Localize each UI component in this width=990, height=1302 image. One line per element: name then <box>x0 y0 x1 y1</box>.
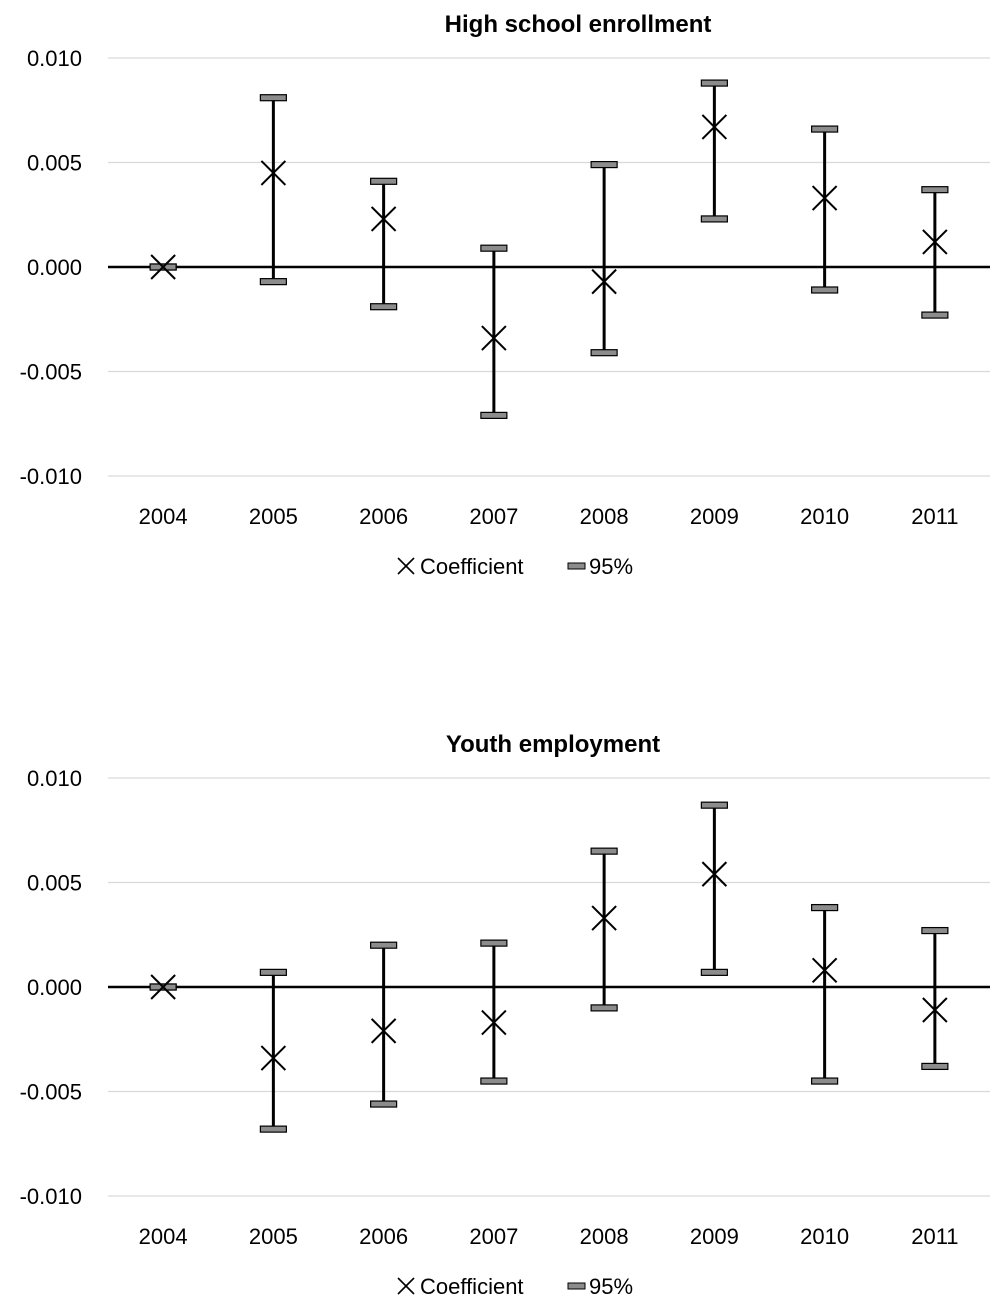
x-tick-label: 2004 <box>139 1224 188 1249</box>
x-tick-label: 2009 <box>690 1224 739 1249</box>
ci-upper-cap <box>811 903 839 912</box>
legend-x-marker-2 <box>397 1277 415 1295</box>
gridlines <box>108 57 990 477</box>
x-tick-label: 2011 <box>911 504 958 529</box>
ci-lower-cap <box>480 411 508 419</box>
ci-lower-cap <box>811 286 839 294</box>
legend-label-coefficient: Coefficient <box>420 1274 524 1299</box>
ci-lower-cap <box>370 303 398 311</box>
ci-upper-cap <box>921 186 949 194</box>
ci-upper-cap <box>480 244 508 252</box>
coefficient-marker <box>150 974 176 1000</box>
coefficient-marker <box>150 254 176 280</box>
legend: Coefficient 95% <box>397 554 633 579</box>
chart-marks <box>149 79 949 419</box>
y-tick-label: 0.010 <box>27 766 82 791</box>
ci-upper-cap <box>259 94 287 102</box>
ci-lower-cap <box>259 1125 287 1133</box>
ci-upper-cap <box>370 177 398 185</box>
ci-upper-cap <box>590 847 618 855</box>
x-tick-label: 2006 <box>359 1224 408 1249</box>
y-tick-label: -0.005 <box>20 360 82 385</box>
y-tick-label: -0.010 <box>20 464 82 489</box>
y-tick-label: 0.005 <box>27 151 82 176</box>
x-tick-label: 2005 <box>249 504 298 529</box>
legend-cap-marker <box>567 562 586 570</box>
y-tick-label: 0.000 <box>27 975 82 1000</box>
ci-upper-cap <box>480 939 508 947</box>
coefficient-marker <box>370 206 397 232</box>
x-tick-label: 2008 <box>580 504 629 529</box>
x-tick-label: 2008 <box>580 1224 629 1249</box>
x-tick-label: 2010 <box>800 504 849 529</box>
x-tick-label: 2010 <box>800 1224 849 1249</box>
coefficient-marker <box>260 1045 287 1071</box>
legend-label-coefficient: Coefficient <box>420 554 524 579</box>
x-tick-label: 2011 <box>911 1224 958 1249</box>
coefficient-marker <box>591 268 617 295</box>
legend-label-95: 95% <box>589 554 633 579</box>
legend-cap-marker <box>567 1282 586 1290</box>
x-axis-ticks: 2004 2005 2006 2007 2008 2009 2010 2011 <box>139 1224 959 1249</box>
coefficient-marker <box>481 1009 507 1036</box>
chart-title: High school enrollment <box>445 11 712 38</box>
y-tick-label: 0.000 <box>27 255 82 280</box>
y-tick-label: -0.010 <box>20 1184 82 1209</box>
coefficient-marker <box>260 160 287 186</box>
y-tick-label: -0.005 <box>20 1080 82 1105</box>
ci-upper-cap <box>811 125 839 133</box>
chart-youth-employment: Youth employment 0.010 0.005 0.000 -0.005 -0… <box>0 720 990 1302</box>
ci-lower-cap <box>590 349 618 357</box>
coefficient-marker <box>701 114 728 140</box>
x-tick-label: 2004 <box>139 504 188 529</box>
x-tick-label: 2007 <box>469 1224 518 1249</box>
ci-lower-cap <box>370 1100 398 1108</box>
chart-2-svg: Youth employment 0.010 0.005 0.000 -0.005 -0… <box>20 731 990 1299</box>
ci-lower-cap <box>259 278 287 286</box>
ci-lower-cap <box>590 1004 618 1012</box>
legend-label-95: 95% <box>589 1274 633 1299</box>
ci-lower-cap <box>700 968 728 976</box>
ci-lower-cap <box>480 1077 508 1085</box>
y-tick-label: 0.005 <box>27 871 82 896</box>
ci-lower-cap <box>700 215 728 223</box>
x-axis-ticks: 2004 2005 2006 2007 2008 2009 2010 2011 <box>139 504 959 529</box>
chart-1-svg: High school enrollment 0.010 0.005 0.000 -0… <box>20 11 990 579</box>
y-axis-ticks: 0.010 0.005 0.000 -0.005 -0.010 <box>20 46 82 489</box>
y-axis-ticks: 0.010 0.005 0.000 -0.005 -0.010 <box>20 766 82 1209</box>
ci-lower-cap <box>811 1077 839 1085</box>
chart-high-school-enrollment: High school enrollment 0.010 0.005 0.000 -0… <box>0 0 990 590</box>
legend: Coefficient 95% <box>397 1274 633 1299</box>
coefficient-marker <box>811 185 838 211</box>
coefficient-marker <box>481 325 507 351</box>
legend-coefficient: Coefficient <box>397 554 524 579</box>
legend-x-marker-2 <box>397 557 415 575</box>
ci-upper-cap <box>590 160 618 169</box>
ci-upper-cap <box>700 79 728 87</box>
x-tick-label: 2007 <box>469 504 518 529</box>
ci-lower-cap <box>921 1062 949 1071</box>
ci-lower-cap <box>921 311 949 319</box>
y-tick-label: 0.010 <box>27 46 82 71</box>
x-tick-label: 2006 <box>359 504 408 529</box>
coefficient-marker <box>701 861 728 887</box>
ci-upper-cap <box>370 941 398 949</box>
x-tick-label: 2009 <box>690 504 739 529</box>
legend-95: 95% <box>567 1274 633 1299</box>
coefficient-marker <box>922 229 948 255</box>
coefficient-marker <box>370 1018 397 1044</box>
x-tick-label: 2005 <box>249 1224 298 1249</box>
coefficient-marker <box>922 997 948 1023</box>
ci-upper-cap <box>259 968 287 976</box>
ci-upper-cap <box>700 801 728 809</box>
legend-95: 95% <box>567 554 633 579</box>
legend-coefficient: Coefficient <box>397 1274 524 1299</box>
coefficient-marker <box>591 905 617 931</box>
coefficient-marker <box>811 957 838 983</box>
gridlines <box>108 777 990 1197</box>
chart-marks <box>149 801 949 1133</box>
ci-upper-cap <box>921 926 949 935</box>
chart-title: Youth employment <box>446 731 660 758</box>
